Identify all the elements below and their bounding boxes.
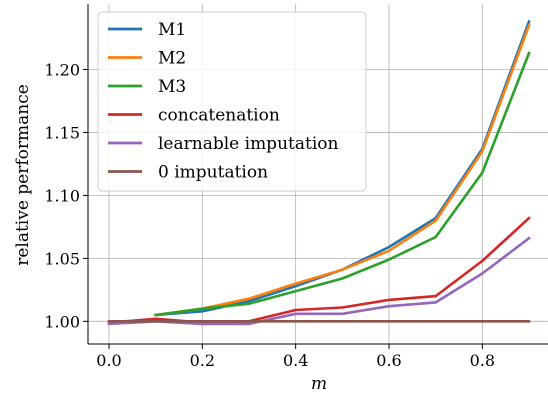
- legend-box: [97, 11, 367, 192]
- x-tick-label-3: 0.6: [376, 351, 401, 370]
- y-tick-label-4: 1.20: [44, 60, 80, 79]
- y-tick-label-3: 1.15: [44, 123, 80, 142]
- x-tick-label-4: 0.8: [470, 351, 495, 370]
- x-tick-label-2: 0.4: [283, 351, 308, 370]
- series-line-M2: [154, 23, 531, 317]
- legend: M1 M2 M3 concatenation learnable imputation 0…: [97, 11, 367, 192]
- y-tick-label-2: 1.10: [44, 186, 80, 205]
- series-line-concatenation: [107, 216, 531, 325]
- series-line-learnable-imputation: [107, 236, 531, 326]
- legend-label-M3: M3: [158, 77, 186, 97]
- legend-label-concatenation: concatenation: [158, 106, 280, 126]
- x-axis-label: m: [311, 374, 327, 394]
- legend-label-M1: M1: [158, 20, 186, 40]
- ticks: 0.0 0.2 0.4 0.6 0.8 1.00 1.05 1.10 1.15 1.20: [44, 60, 495, 370]
- legend-label-M2: M2: [158, 49, 186, 69]
- axes: [87, 4, 548, 345]
- y-axis-label: relative performance: [13, 84, 33, 266]
- series-line-M3: [154, 51, 531, 317]
- x-tick-label-1: 0.2: [190, 351, 215, 370]
- legend-label-0-imputation: 0 imputation: [158, 163, 268, 183]
- series-lines: [107, 19, 531, 326]
- y-tick-label-1: 1.05: [44, 249, 80, 268]
- y-tick-label-0: 1.00: [44, 312, 80, 331]
- x-tick-label-0: 0.0: [96, 351, 121, 370]
- legend-label-learnable-imputation: learnable imputation: [158, 134, 338, 154]
